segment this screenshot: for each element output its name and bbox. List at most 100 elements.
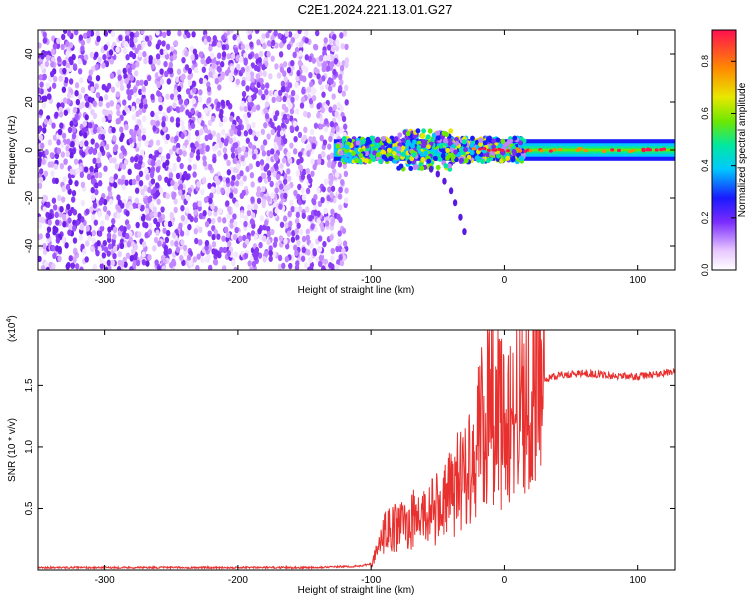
spectrogram-cell <box>240 155 245 162</box>
spectrogram-cell <box>129 41 134 48</box>
band-cell <box>421 143 427 149</box>
spectrogram-cell <box>141 134 147 141</box>
spectrogram-cell <box>256 197 262 205</box>
spectrogram-cell <box>158 146 163 153</box>
spectrogram-cell <box>339 64 345 72</box>
spectrogram-cell <box>235 55 240 62</box>
spectrogram-cell <box>225 231 231 239</box>
spectrogram-cell <box>149 202 154 210</box>
spectrogram-cell <box>78 234 83 241</box>
spectrogram-cell <box>159 48 164 56</box>
spectrogram-cell <box>288 220 293 228</box>
band-cell <box>360 139 366 145</box>
spectrogram-cell <box>118 152 124 159</box>
spectrogram-cell <box>283 238 288 245</box>
spectrogram-cell <box>210 53 215 60</box>
spectrogram-cell <box>301 64 306 71</box>
spectrogram-cell <box>80 181 86 189</box>
spectrogram-cell <box>325 220 330 227</box>
spectrogram-cell <box>308 81 314 88</box>
spectrogram-cell <box>72 106 78 114</box>
spectrogram-cell <box>338 85 343 92</box>
spectrogram-cell <box>69 152 74 159</box>
spectrogram-cell <box>149 211 154 219</box>
y-tick-label: 40 <box>24 48 35 60</box>
spectrogram-cell <box>83 166 89 173</box>
spectrogram-cell <box>45 232 50 239</box>
spectrogram-cell <box>135 97 141 105</box>
band-cell <box>449 147 455 153</box>
spectrogram-cell <box>123 158 129 166</box>
spectrogram-cell <box>210 115 216 123</box>
spectrogram-cell <box>202 210 207 217</box>
spectrogram-cell <box>139 79 144 86</box>
band-cell <box>438 143 444 149</box>
spectrogram-cell <box>113 173 118 180</box>
spectrogram-cell <box>71 126 76 133</box>
band-cell <box>415 128 421 134</box>
spectrogram-cell <box>233 47 239 54</box>
trail-cell <box>458 213 463 221</box>
spectrogram-cell <box>341 254 347 262</box>
spectrogram-cell <box>166 153 171 160</box>
band-cell <box>419 165 425 171</box>
spectrogram-cell <box>316 187 321 194</box>
spectrogram-cell <box>92 100 97 107</box>
spectrogram-cell <box>107 264 112 270</box>
band-cell <box>512 135 518 141</box>
spectrogram-cell <box>99 225 105 232</box>
spectrogram-cell <box>144 140 149 147</box>
spectrogram-cell <box>79 171 85 179</box>
spectrogram-cell <box>67 126 73 134</box>
spectrogram-cell <box>68 224 73 231</box>
spectrogram-cell <box>154 259 159 266</box>
band-cell <box>400 137 406 143</box>
spectrogram-cell <box>344 43 349 51</box>
spectrogram-cell <box>299 102 305 109</box>
spectrogram-cell <box>289 142 294 149</box>
spectrogram-cell <box>168 172 174 179</box>
spectrogram-cell <box>220 187 225 194</box>
hot-spot <box>583 149 588 153</box>
spectrogram-cell <box>143 102 148 110</box>
spectrogram-cell <box>127 67 132 75</box>
spectrogram-cell <box>323 178 329 185</box>
spectrogram-cell <box>316 158 322 165</box>
band-cell <box>420 133 426 139</box>
spectrogram-cell <box>38 255 42 263</box>
spectrogram-cell <box>185 194 191 202</box>
spectrogram-cell <box>95 30 100 38</box>
spectrogram-cell <box>217 150 222 157</box>
band-cell <box>376 142 381 148</box>
spectrogram-cell <box>172 102 177 109</box>
colorbar-tick-label: 0.0 <box>700 264 710 277</box>
spectrogram-cell <box>89 51 95 59</box>
spectrogram-cell <box>270 228 275 236</box>
band-cell <box>375 152 381 158</box>
spectrogram-cell <box>99 146 105 153</box>
spectrogram-cell <box>229 75 234 82</box>
spectrogram-cell <box>320 196 325 204</box>
spectrogram-cell <box>339 259 345 267</box>
spectrogram-cell <box>140 204 145 212</box>
band-cell <box>391 151 397 157</box>
band-cell <box>420 156 426 163</box>
spectrogram-cell <box>290 205 295 213</box>
x-tick-label: -200 <box>228 575 248 586</box>
band-cell <box>491 138 497 144</box>
spectrogram-cell <box>41 102 47 109</box>
spectrogram-cell <box>328 179 333 186</box>
spectrogram-cell <box>227 240 232 248</box>
spectrogram-cell <box>226 187 231 194</box>
spectrogram-cell <box>231 259 236 267</box>
spectrogram-cell <box>133 244 139 251</box>
spectrogram-cell <box>38 182 43 190</box>
band-cell <box>411 152 417 158</box>
spectrogram-cell <box>38 222 42 229</box>
spectrogram-cell <box>226 159 231 167</box>
spectrogram-cell <box>278 42 284 49</box>
spectrogram-cell <box>287 31 293 38</box>
spectrogram-cell <box>268 255 273 262</box>
spectrogram-cell <box>126 88 131 96</box>
spectrogram-cell <box>56 56 62 63</box>
